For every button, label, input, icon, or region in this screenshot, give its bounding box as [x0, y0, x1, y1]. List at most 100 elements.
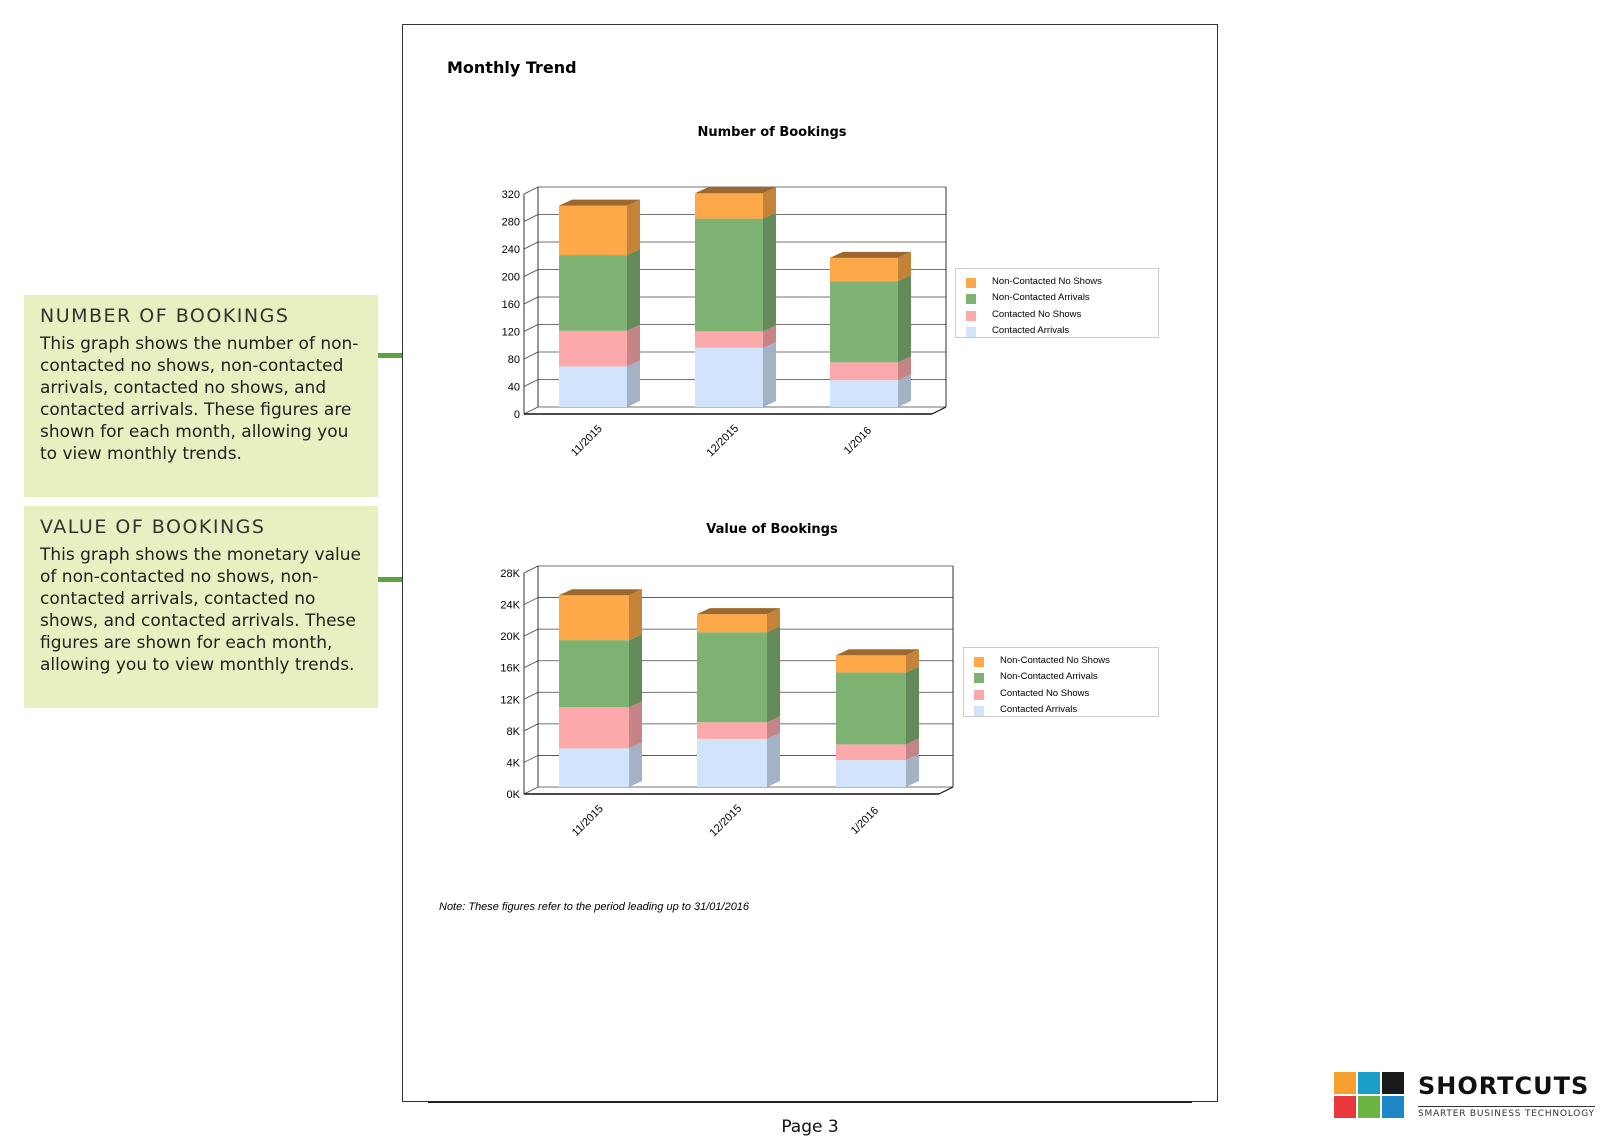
- bar-segment: [830, 281, 898, 363]
- legend-swatch: [966, 294, 976, 305]
- y-tick-label: 20K: [500, 631, 520, 643]
- legend-item: Contacted No Shows: [966, 306, 1148, 323]
- gridline-depth: [523, 269, 539, 277]
- bar-segment-side: [767, 608, 780, 633]
- bar-segment: [836, 744, 906, 761]
- chart-title-value-of-bookings: Value of Bookings: [706, 522, 838, 537]
- bar-segment: [559, 595, 629, 641]
- bar-top: [695, 187, 776, 194]
- bar-segment: [559, 640, 629, 708]
- legend-item: Contacted No Shows: [974, 685, 1148, 702]
- bar-segment: [559, 707, 629, 749]
- bar-segment: [695, 347, 763, 407]
- bar-segment: [836, 655, 906, 673]
- gridline-depth: [523, 186, 539, 195]
- legend-label: Non-Contacted Arrivals: [992, 292, 1090, 304]
- bar-segment: [695, 218, 763, 332]
- legend-item: Non-Contacted Arrivals: [966, 290, 1148, 307]
- bar-segment-side: [898, 374, 911, 407]
- shortcuts-logo: SHORTCUTS SMARTER BUSINESS TECHNOLOGY: [1334, 1068, 1595, 1123]
- bar-segment: [697, 738, 767, 787]
- gridline-depth: [523, 597, 539, 605]
- y-tick-label: 320: [502, 189, 520, 201]
- x-tick-label: 12/2015: [708, 803, 745, 840]
- bar-top: [836, 649, 919, 656]
- floor-edge: [938, 786, 954, 795]
- legend-item: Non-Contacted No Shows: [966, 273, 1148, 290]
- bar-segment: [697, 614, 767, 633]
- legend-swatch: [974, 706, 984, 717]
- bar-segment: [830, 380, 898, 407]
- callout-heading: NUMBER OF BOOKINGS: [40, 305, 290, 327]
- gridline-depth: [523, 241, 539, 250]
- y-tick-label: 120: [502, 327, 520, 339]
- legend-label: Contacted Arrivals: [992, 325, 1070, 337]
- legend-swatch: [974, 656, 984, 667]
- bar-segment-side: [627, 249, 640, 331]
- floor-edge: [931, 406, 947, 415]
- logo-tagline: SMARTER BUSINESS TECHNOLOGY: [1418, 1106, 1595, 1119]
- bar-segment: [695, 331, 763, 348]
- legend-item: Non-Contacted Arrivals: [974, 669, 1148, 686]
- chart-title-number-of-bookings: Number of Bookings: [697, 125, 847, 140]
- logo-square: [1358, 1096, 1380, 1118]
- gridline-depth: [523, 755, 539, 763]
- legend-item: Contacted Arrivals: [974, 702, 1148, 719]
- gridline-depth: [523, 214, 539, 222]
- gridline-depth: [523, 406, 539, 415]
- y-tick-label: 40: [508, 382, 520, 394]
- bar-segment-side: [627, 324, 640, 367]
- logo-square: [1334, 1096, 1356, 1118]
- bar-segment-side: [898, 275, 911, 363]
- bar-segment-side: [763, 341, 776, 407]
- legend-number-of-bookings: Non-Contacted No Shows Non-Contacted Arri…: [955, 268, 1159, 338]
- bar-segment-side: [629, 701, 642, 749]
- bar-top: [830, 251, 911, 258]
- bar-segment: [836, 672, 906, 745]
- legend-item: Non-Contacted No Shows: [974, 652, 1148, 669]
- bar-segment: [836, 760, 906, 787]
- bar-segment-side: [898, 251, 911, 282]
- x-tick-label: 12/2015: [705, 423, 742, 460]
- legend-item: Contacted Arrivals: [966, 323, 1148, 340]
- bar-segment: [697, 632, 767, 723]
- bar-segment-side: [763, 212, 776, 332]
- callout-heading: VALUE OF BOOKINGS: [40, 516, 266, 538]
- legend-label: Contacted No Shows: [992, 308, 1082, 320]
- callout-number-of-bookings: NUMBER OF BOOKINGS This graph shows the …: [24, 295, 378, 497]
- logo-square: [1382, 1096, 1404, 1118]
- bar-segment-side: [906, 754, 919, 787]
- bar-segment: [559, 748, 629, 787]
- bar-segment-side: [906, 649, 919, 673]
- bar-segment-side: [763, 187, 776, 219]
- logo-mark-icon: [1334, 1068, 1414, 1120]
- logo-name: SHORTCUTS: [1418, 1072, 1590, 1100]
- bar-segment-side: [627, 360, 640, 407]
- legend-label: Contacted Arrivals: [1000, 704, 1078, 716]
- bar-segment: [830, 362, 898, 381]
- legend-label: Contacted No Shows: [1000, 687, 1090, 699]
- bar-segment-side: [767, 732, 780, 787]
- footer-divider: [428, 1101, 1192, 1103]
- gridline-depth: [523, 565, 539, 574]
- x-tick-label: 1/2016: [842, 425, 874, 457]
- logo-square: [1334, 1072, 1356, 1094]
- logo-square: [1358, 1072, 1380, 1094]
- footnote: Note: These figures refer to the period …: [439, 901, 750, 913]
- callout-body: This graph shows the number of non-conta…: [40, 334, 359, 464]
- gridline-depth: [523, 296, 539, 305]
- bar-segment: [559, 205, 627, 256]
- bar-top: [697, 608, 780, 615]
- legend-swatch: [966, 277, 976, 288]
- bar-segment-side: [627, 199, 640, 256]
- callout-body: This graph shows the monetary value of n…: [40, 545, 361, 675]
- bar-segment-side: [906, 666, 919, 745]
- bar-segment: [559, 330, 627, 367]
- bar-segment: [697, 722, 767, 739]
- bar-segment: [695, 193, 763, 219]
- legend-value-of-bookings: Non-Contacted No Shows Non-Contacted Arri…: [963, 647, 1159, 717]
- bar-top: [559, 589, 642, 596]
- y-tick-label: 24K: [500, 600, 520, 612]
- gridline-depth: [523, 324, 539, 332]
